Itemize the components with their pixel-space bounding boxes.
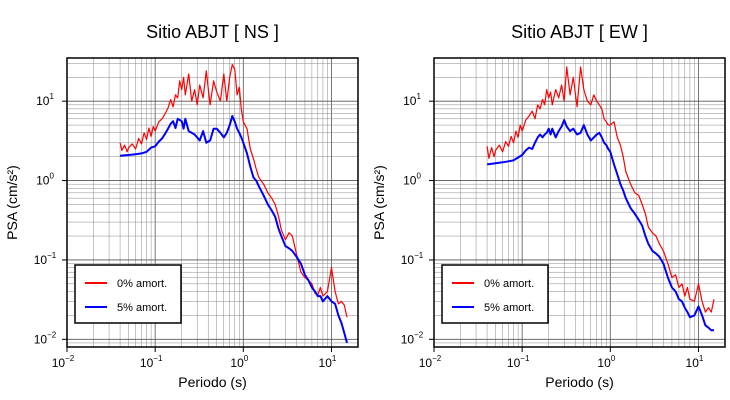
y-tick-label: 10−1	[401, 251, 424, 267]
x-tick-label: 101	[319, 354, 337, 370]
chart-title: Sitio ABJT [ EW ]	[511, 22, 648, 42]
y-tick-label: 10−2	[34, 330, 57, 346]
x-tick-label: 100	[230, 354, 248, 370]
x-axis-label: Periodo (s)	[178, 374, 246, 390]
series-line-damping-0	[486, 66, 715, 313]
plot-frame	[433, 57, 726, 348]
x-tick-label: 10−2	[419, 354, 442, 370]
y-tick-label: 10−1	[34, 251, 57, 267]
legend-label: 0% amort.	[117, 278, 167, 290]
x-tick-label: 101	[686, 354, 704, 370]
legend-box	[74, 264, 182, 324]
y-tick-label: 100	[403, 172, 421, 188]
plot-frame	[66, 57, 359, 348]
legend-box	[441, 264, 549, 324]
legend-label: 5% amort.	[117, 302, 167, 314]
legend: 0% amort. 5% amort.	[441, 264, 549, 324]
chart-title: Sitio ABJT [ NS ]	[146, 22, 279, 42]
y-tick-label: 100	[36, 172, 54, 188]
x-tick-label: 10−2	[52, 354, 75, 370]
legend-label: 0% amort.	[484, 278, 534, 290]
y-tick-label: 101	[36, 92, 54, 108]
legend-label: 5% amort.	[484, 302, 534, 314]
y-axis-label: PSA (cm/s²)	[4, 165, 20, 240]
chart-panel-1: 10−2 10−1 100 101 10−2 10−1 100 101 Sitio ABJT […	[371, 22, 726, 390]
x-tick-label: 10−1	[507, 354, 530, 370]
x-tick-label: 10−1	[140, 354, 163, 370]
chart-panel-0: 10−2 10−1 100 101 10−2 10−1 100 101 Sitio ABJT […	[4, 22, 359, 390]
series-line-damping-5	[120, 115, 348, 344]
grid	[67, 58, 358, 347]
y-axis-label: PSA (cm/s²)	[371, 165, 387, 240]
x-axis-label: Periodo (s)	[545, 374, 613, 390]
y-tick-label: 101	[403, 92, 421, 108]
legend: 0% amort. 5% amort.	[74, 264, 182, 324]
x-tick-label: 100	[597, 354, 615, 370]
series-line-damping-5	[486, 119, 714, 332]
y-tick-label: 10−2	[401, 330, 424, 346]
